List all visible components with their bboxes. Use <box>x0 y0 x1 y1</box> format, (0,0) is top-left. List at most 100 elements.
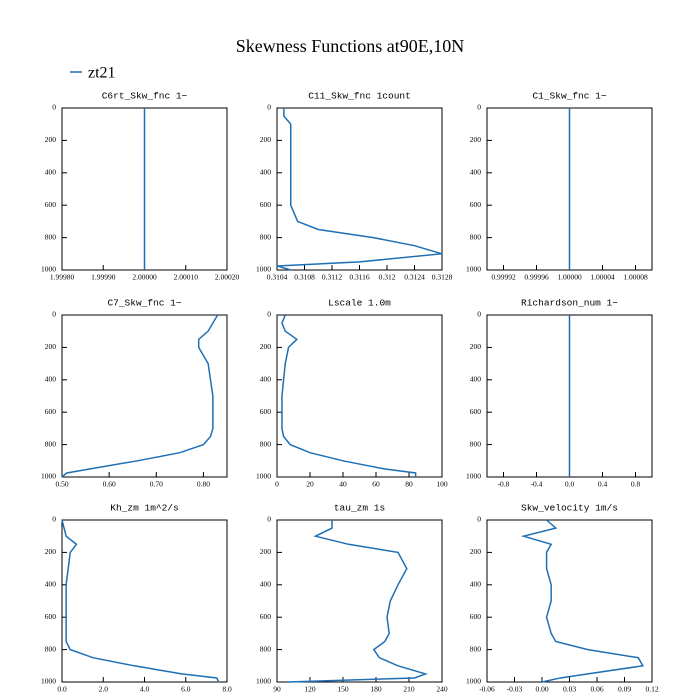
x-tick-label: 90 <box>273 685 281 694</box>
x-tick-label: -0.06 <box>479 685 495 694</box>
plot-frame <box>276 519 443 683</box>
x-tick-label: 0.80 <box>197 480 210 489</box>
x-tick-label: 0.0 <box>57 685 67 694</box>
x-tick-label: 0.3112 <box>322 273 343 282</box>
y-tick-label: 0 <box>477 310 481 319</box>
y-tick-label: 0 <box>52 103 56 112</box>
x-tick-label: 2.00010 <box>174 273 199 282</box>
profile-line <box>61 519 220 683</box>
y-tick-label: 200 <box>260 342 272 351</box>
profile-line <box>61 314 219 478</box>
x-tick-label: 0 <box>275 480 279 489</box>
x-tick-label: 1.00000 <box>557 273 582 282</box>
panel-title: tau_zm 1s <box>334 503 385 514</box>
y-tick-label: 200 <box>470 342 482 351</box>
panel-title: Kh_zm 1m^2/s <box>110 503 178 514</box>
x-tick-label: 0.3108 <box>294 273 315 282</box>
x-tick-label: 0.50 <box>55 480 68 489</box>
profile-line <box>287 520 428 683</box>
plot-frame <box>276 314 443 478</box>
x-tick-label: 8.0 <box>222 685 232 694</box>
y-tick-label: 400 <box>45 168 57 177</box>
x-tick-label: 0.06 <box>590 685 603 694</box>
y-tick-label: 800 <box>45 644 57 653</box>
x-tick-label: 0.00 <box>535 685 548 694</box>
y-tick-label: 800 <box>260 644 272 653</box>
y-tick-label: 800 <box>470 644 482 653</box>
y-tick-label: 0 <box>52 515 56 524</box>
panel-title: C6rt_Skw_fnc 1− <box>102 91 188 102</box>
x-tick-label: 0.8 <box>631 480 641 489</box>
y-tick-label: 200 <box>260 547 272 556</box>
x-tick-label: 1.99990 <box>91 273 116 282</box>
y-tick-label: 600 <box>260 200 272 209</box>
y-tick-label: 400 <box>470 580 482 589</box>
plot-frame <box>61 519 228 683</box>
y-tick-label: 0 <box>52 310 56 319</box>
x-tick-label: 0.0 <box>565 480 575 489</box>
y-tick-label: 600 <box>45 612 57 621</box>
x-tick-label: 0.03 <box>563 685 576 694</box>
y-tick-label: 600 <box>260 612 272 621</box>
x-tick-label: -0.8 <box>498 480 510 489</box>
x-tick-label: 2.00020 <box>215 273 240 282</box>
panel-title: Skw_velocity 1m/s <box>521 503 618 514</box>
plot-frame <box>276 107 443 271</box>
x-tick-label: 240 <box>436 685 448 694</box>
y-tick-label: 0 <box>477 515 481 524</box>
panel-title: C7_Skw_fnc 1− <box>107 298 181 309</box>
y-tick-label: 200 <box>260 135 272 144</box>
y-tick-label: 400 <box>260 375 272 384</box>
y-tick-label: 0 <box>477 103 481 112</box>
y-tick-label: 1000 <box>256 472 271 481</box>
y-tick-label: 600 <box>45 407 57 416</box>
y-tick-label: 600 <box>470 407 482 416</box>
y-tick-label: 800 <box>260 439 272 448</box>
plot-frame <box>486 519 653 683</box>
x-tick-label: 4.0 <box>140 685 150 694</box>
x-tick-label: 80 <box>405 480 413 489</box>
y-tick-label: 200 <box>45 342 57 351</box>
x-tick-label: 1.00004 <box>590 273 615 282</box>
x-tick-label: 0.4 <box>598 480 608 489</box>
y-tick-label: 800 <box>45 232 57 241</box>
y-tick-label: 800 <box>470 232 482 241</box>
y-tick-label: 1000 <box>41 265 56 274</box>
plot-frame <box>61 314 228 478</box>
y-tick-label: 400 <box>45 375 57 384</box>
legend-label: zt21 <box>88 65 116 82</box>
y-tick-label: 200 <box>470 135 482 144</box>
x-tick-label: 20 <box>306 480 314 489</box>
x-tick-label: 0.60 <box>103 480 116 489</box>
x-tick-label: 0.3124 <box>404 273 425 282</box>
y-tick-label: 200 <box>470 547 482 556</box>
y-tick-label: 1000 <box>256 677 271 686</box>
figure-title: Skewness Functions at90E,10N <box>236 36 465 56</box>
y-tick-label: 200 <box>45 547 57 556</box>
y-tick-label: 600 <box>470 200 482 209</box>
x-tick-label: -0.4 <box>531 480 543 489</box>
x-tick-label: 1.00008 <box>623 273 648 282</box>
x-tick-label: 0.99992 <box>491 273 516 282</box>
x-tick-label: 0.3104 <box>267 273 288 282</box>
x-tick-label: 2.0 <box>99 685 109 694</box>
y-tick-label: 600 <box>45 200 57 209</box>
x-tick-label: 100 <box>436 480 448 489</box>
y-tick-label: 400 <box>260 580 272 589</box>
panel-title: C11_Skw_fnc 1count <box>308 91 411 102</box>
panel-title: Richardson_num 1− <box>521 298 618 309</box>
y-tick-label: 400 <box>470 168 482 177</box>
x-tick-label: 0.12 <box>645 685 658 694</box>
x-tick-label: 2.00000 <box>132 273 157 282</box>
x-tick-label: 0.312 <box>379 273 396 282</box>
x-tick-label: 0.3116 <box>349 273 370 282</box>
x-tick-label: 0.70 <box>150 480 163 489</box>
x-tick-label: 150 <box>337 685 349 694</box>
y-tick-label: 800 <box>260 232 272 241</box>
x-tick-label: 180 <box>370 685 382 694</box>
y-tick-label: 600 <box>470 612 482 621</box>
x-tick-label: 60 <box>372 480 380 489</box>
profile-line <box>281 314 417 477</box>
x-tick-label: 210 <box>403 685 415 694</box>
